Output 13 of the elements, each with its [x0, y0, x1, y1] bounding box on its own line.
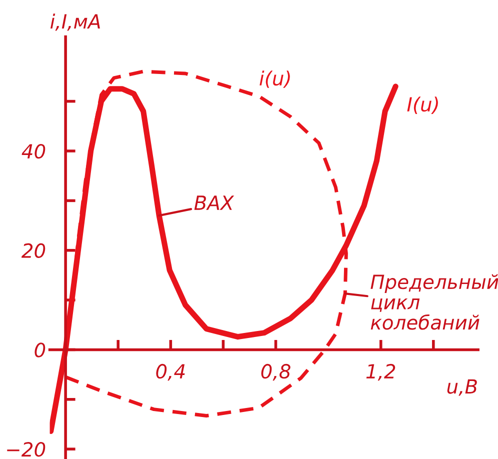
series-label: I(u) [407, 96, 438, 114]
x-tick-label: 0,8 [261, 364, 290, 381]
y-tick-label: 20 [21, 243, 46, 258]
y-tick-label: −20 [7, 442, 46, 457]
y-tick-label: 0 [34, 342, 46, 358]
y-axis-title: i,I,мА [50, 14, 100, 31]
series-label: i(u) [260, 70, 290, 88]
annotation: ВАХ [194, 196, 234, 210]
x-tick-label: 1,2 [366, 364, 396, 381]
y-tick-label: 40 [22, 144, 46, 159]
x-tick-label: 0,4 [156, 364, 185, 381]
annotation: Предельный цикл колебаний [370, 274, 498, 330]
x-axis-title: u,В [447, 379, 477, 396]
